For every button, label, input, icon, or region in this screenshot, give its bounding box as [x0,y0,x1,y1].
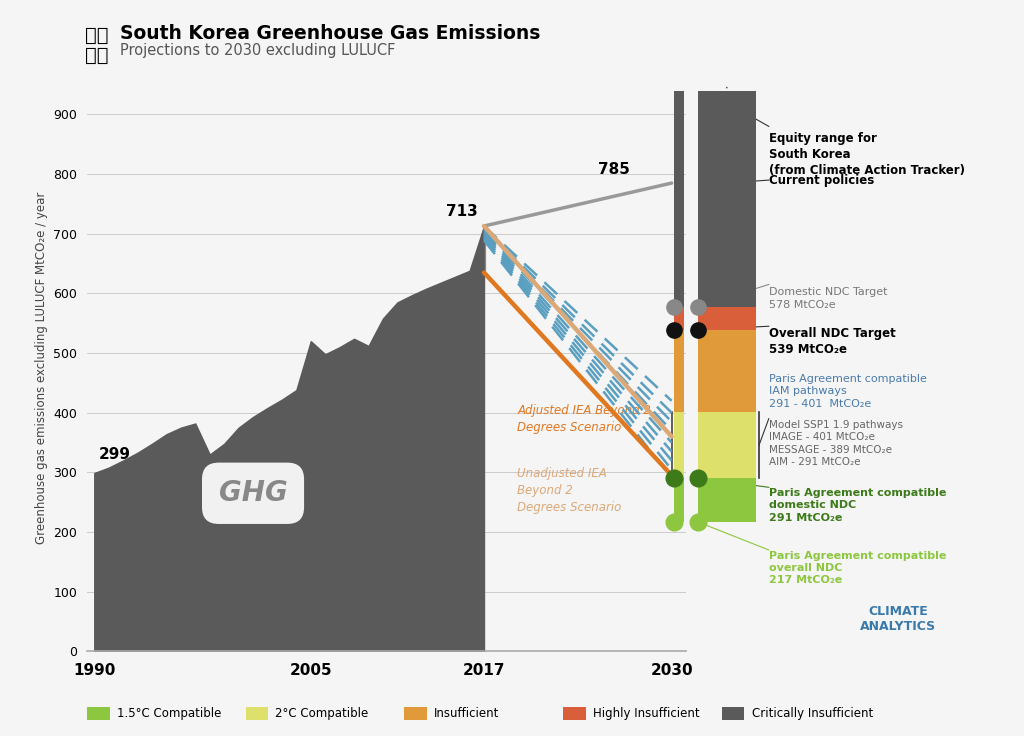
Text: Paris Agreement compatible
IAM pathways
291 - 401  MtCO₂e: Paris Agreement compatible IAM pathways … [769,374,927,408]
Bar [697,307,756,330]
Text: 785: 785 [598,162,630,177]
Bar [674,330,684,412]
Text: 299: 299 [98,447,131,462]
Text: Domestic NDC Target
578 MtCO₂e: Domestic NDC Target 578 MtCO₂e [769,288,887,310]
Bar [674,307,684,330]
Y-axis label: Greenhouse gas emissions excluding LULUCF MtCO₂e / year: Greenhouse gas emissions excluding LULUC… [35,192,48,544]
Bar [697,330,756,412]
Bar [697,91,756,307]
Text: Highly Insufficient: Highly Insufficient [593,707,699,720]
Text: Insufficient: Insufficient [434,707,500,720]
Text: Current policies: Current policies [769,174,874,187]
Text: Equity range for
South Korea
(from Climate Action Tracker): Equity range for South Korea (from Clima… [769,132,965,177]
Text: 🇰🇷: 🇰🇷 [85,46,109,65]
Text: Paris Agreement compatible
domestic NDC
291 MtCO₂e: Paris Agreement compatible domestic NDC … [769,488,946,523]
Text: Overall NDC Target
539 MtCO₂e: Overall NDC Target 539 MtCO₂e [769,328,896,356]
Text: 1.5°C Compatible: 1.5°C Compatible [117,707,221,720]
Text: CLIMATE
ANALYTICS: CLIMATE ANALYTICS [860,604,936,632]
Text: 🇰🇷: 🇰🇷 [85,26,109,45]
Text: Unadjusted IEA
Beyond 2
Degrees Scenario: Unadjusted IEA Beyond 2 Degrees Scenario [517,467,622,514]
Bar [697,412,756,478]
Text: South Korea Greenhouse Gas Emissions: South Korea Greenhouse Gas Emissions [120,24,541,43]
Bar [674,412,684,478]
Text: GHG: GHG [219,479,288,507]
Bar [674,478,684,522]
Text: Adjusted IEA Beyond 2
Degrees Scenario: Adjusted IEA Beyond 2 Degrees Scenario [517,404,651,434]
Text: 2°C Compatible: 2°C Compatible [275,707,369,720]
Text: Projections to 2030 excluding LULUCF: Projections to 2030 excluding LULUCF [120,43,395,58]
Text: 713: 713 [446,204,478,219]
Text: Model SSP1 1.9 pathways
IMAGE - 401 MtCO₂e
MESSAGE - 389 MtCO₂e
AIM - 291 MtCO₂e: Model SSP1 1.9 pathways IMAGE - 401 MtCO… [769,420,903,467]
Text: Paris Agreement compatible
overall NDC
217 MtCO₂e: Paris Agreement compatible overall NDC 2… [769,551,946,585]
Bar [697,478,756,522]
Text: Critically Insufficient: Critically Insufficient [752,707,872,720]
Bar [674,91,684,307]
